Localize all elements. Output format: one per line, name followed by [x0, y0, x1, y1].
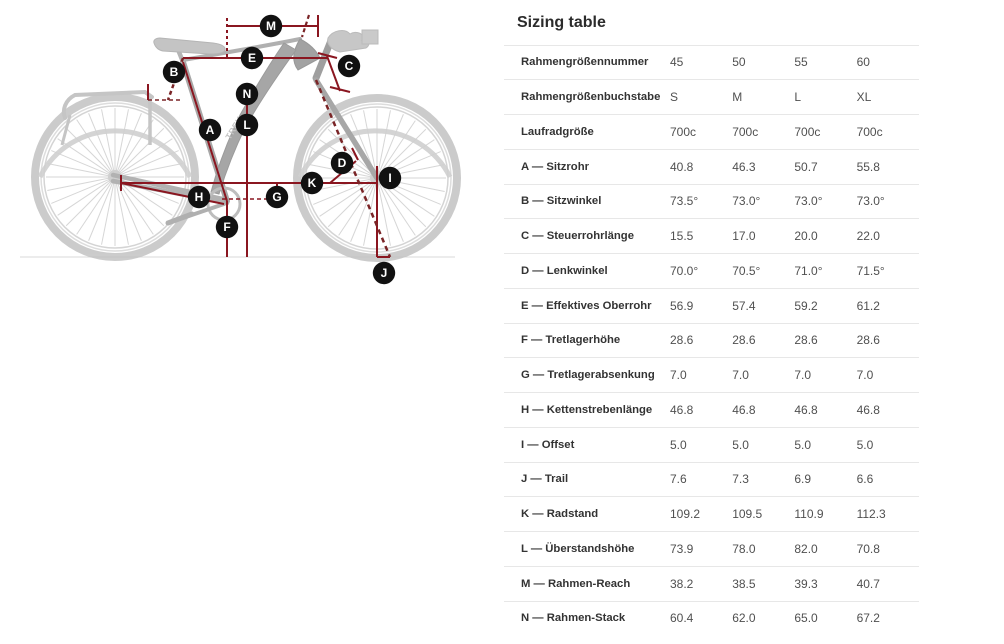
svg-text:M: M — [266, 19, 276, 33]
svg-text:D: D — [338, 156, 347, 170]
svg-text:F: F — [223, 220, 230, 234]
svg-text:J: J — [381, 266, 388, 280]
svg-text:E: E — [248, 51, 256, 65]
svg-text:B: B — [170, 65, 179, 79]
svg-text:L: L — [243, 118, 250, 132]
svg-text:G: G — [272, 190, 281, 204]
svg-text:N: N — [243, 87, 252, 101]
svg-text:I: I — [388, 171, 391, 185]
svg-text:H: H — [195, 190, 204, 204]
svg-text:C: C — [345, 59, 354, 73]
svg-text:K: K — [308, 176, 317, 190]
svg-text:A: A — [206, 123, 215, 137]
